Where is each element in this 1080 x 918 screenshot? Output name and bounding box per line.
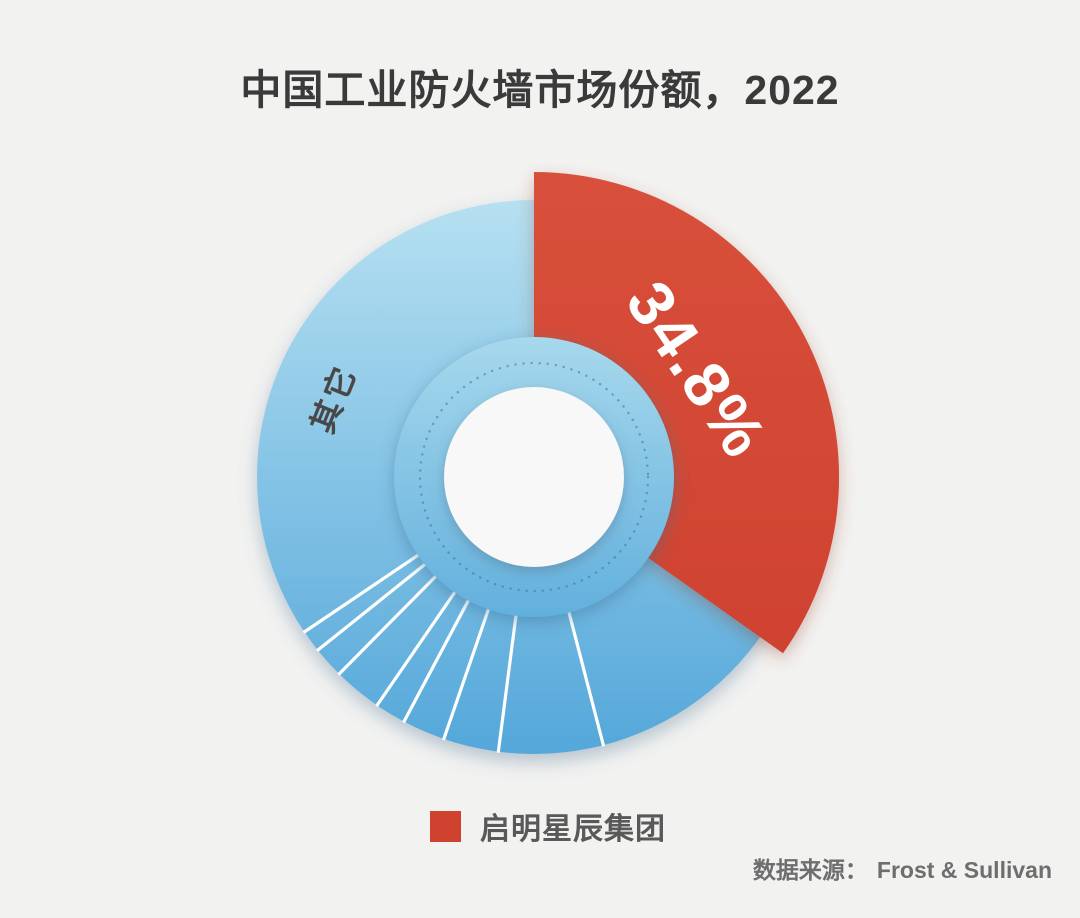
data-source-label: 数据来源： [752, 857, 868, 883]
legend-swatch-red [430, 810, 461, 842]
legend-label: 启明星辰集团 [480, 813, 666, 846]
dotted-ring [418, 361, 650, 593]
chart-title: 中国工业防火墙市场份额，2022 [240, 67, 840, 113]
inner-circle [444, 387, 624, 567]
venustech-slice [534, 171, 840, 654]
legend: 启明星辰集团 [430, 804, 666, 848]
data-source-value: Frost & Sullivan [876, 857, 1052, 883]
data-source: 数据来源： Frost & Sullivan [753, 851, 1052, 885]
